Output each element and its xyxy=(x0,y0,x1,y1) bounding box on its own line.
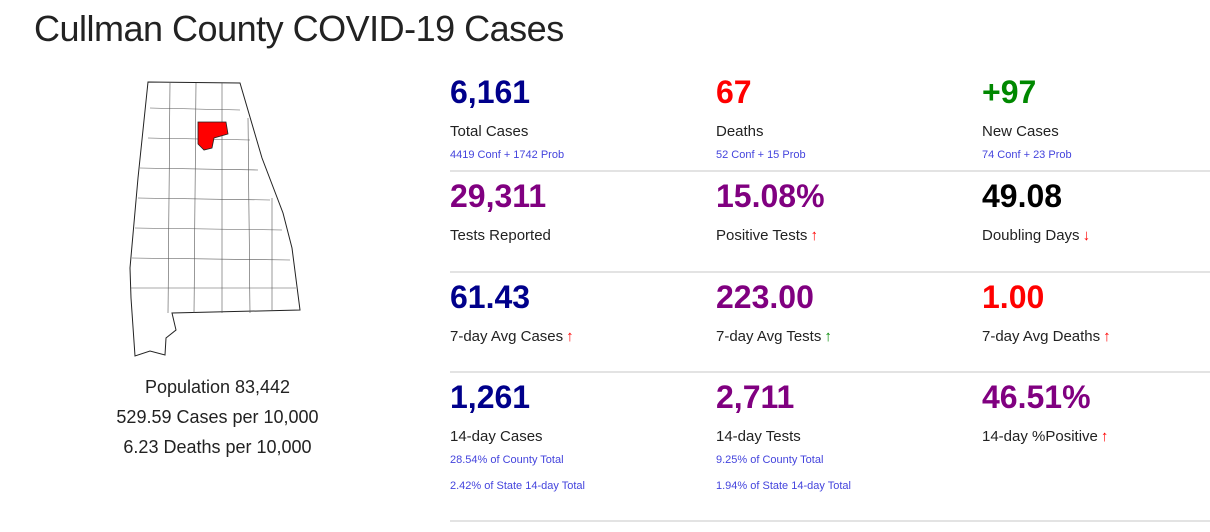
stat-value: 61.43 xyxy=(450,279,531,315)
stats-row: 1,261 14-day Cases 28.54% of County Total… xyxy=(450,373,1210,522)
stat-value: +97 xyxy=(982,74,1037,110)
stat-card: 6,161 Total Cases 4419 Conf + 1742 Prob xyxy=(450,68,716,170)
stat-label: 14-day Tests xyxy=(716,428,801,445)
stats-row: 6,161 Total Cases 4419 Conf + 1742 Prob 6… xyxy=(450,68,1210,172)
stat-label-row: 7-day Avg Tests ↑ xyxy=(716,327,982,347)
stat-value: 1.00 xyxy=(982,279,1045,315)
stat-value: 46.51% xyxy=(982,379,1091,415)
stat-card: 2,711 14-day Tests 9.25% of County Total 1… xyxy=(716,373,982,520)
stat-card: 1,261 14-day Cases 28.54% of County Total… xyxy=(450,373,716,520)
stat-label-row: 7-day Avg Deaths ↑ xyxy=(982,327,1210,347)
stat-card: 223.00 7-day Avg Tests ↑ xyxy=(716,273,982,371)
stat-card: 67 Deaths 52 Conf + 15 Prob xyxy=(716,68,982,170)
stat-label: Tests Reported xyxy=(450,227,551,244)
alabama-county-map xyxy=(129,81,301,357)
page-title: Cullman County COVID-19 Cases xyxy=(34,8,564,49)
cullman-county-highlight xyxy=(197,121,229,151)
arrow-down-icon: ↓ xyxy=(1082,227,1091,244)
stat-label: 14-day Cases xyxy=(450,428,543,445)
stat-label-row: 14-day Cases xyxy=(450,427,716,447)
stat-value: 2,711 xyxy=(716,379,795,415)
stat-label-row: New Cases xyxy=(982,122,1210,142)
stat-label-row: Tests Reported xyxy=(450,226,716,246)
stats-row: 61.43 7-day Avg Cases ↑ 223.00 7-day Avg … xyxy=(450,273,1210,373)
stat-value: 67 xyxy=(716,74,752,110)
arrow-up-icon: ↑ xyxy=(1103,328,1111,345)
stat-value: 6,161 xyxy=(450,74,531,110)
stat-card: 49.08 Doubling Days ↓ xyxy=(982,172,1210,271)
stat-label: 7-day Avg Cases xyxy=(450,328,564,345)
stat-label: Deaths xyxy=(716,123,764,140)
stat-label: Doubling Days xyxy=(982,227,1080,244)
stats-row: 29,311 Tests Reported 15.08% Positive Te… xyxy=(450,172,1210,273)
stat-card: 15.08% Positive Tests ↑ xyxy=(716,172,982,271)
stat-value: 223.00 xyxy=(716,279,814,315)
stat-value: 29,311 xyxy=(450,178,547,214)
stat-label: 7-day Avg Deaths xyxy=(982,328,1101,345)
arrow-up-icon: ↑ xyxy=(1100,428,1109,445)
arrow-up-icon: ↑ xyxy=(566,328,574,345)
stat-value: 1,261 xyxy=(450,379,531,415)
stat-card: 46.51% 14-day %Positive ↑ xyxy=(982,373,1210,520)
arrow-up-icon: ↑ xyxy=(824,328,832,345)
stat-label: Positive Tests xyxy=(716,227,808,244)
stat-value: 49.08 xyxy=(982,178,1063,214)
stat-detail-link[interactable]: 9.25% of County Total xyxy=(716,454,824,466)
stat-label-row: 14-day Tests xyxy=(716,427,982,447)
stat-label-row: 7-day Avg Cases ↑ xyxy=(450,327,716,347)
stat-detail-link[interactable]: 52 Conf + 15 Prob xyxy=(716,149,806,161)
stat-detail-link[interactable]: 74 Conf + 23 Prob xyxy=(982,149,1072,161)
cases-per-10000: 529.59 Cases per 10,000 xyxy=(116,407,319,427)
stat-card: 1.00 7-day Avg Deaths ↑ xyxy=(982,273,1210,371)
stat-label: Total Cases xyxy=(450,123,529,140)
stat-label-row: Deaths xyxy=(716,122,982,142)
stat-label-row: Positive Tests ↑ xyxy=(716,226,982,246)
arrow-up-icon: ↑ xyxy=(810,227,818,244)
stat-label: New Cases xyxy=(982,123,1059,140)
stat-value: 15.08% xyxy=(716,178,825,214)
stat-detail-link[interactable]: 2.42% of State 14-day Total xyxy=(450,480,585,492)
stat-label-row: Total Cases xyxy=(450,122,716,142)
stat-label: 14-day %Positive xyxy=(982,428,1098,445)
stat-card: 61.43 7-day Avg Cases ↑ xyxy=(450,273,716,371)
stats-grid: 6,161 Total Cases 4419 Conf + 1742 Prob 6… xyxy=(450,68,1210,522)
stat-detail-link[interactable]: 1.94% of State 14-day Total xyxy=(716,480,851,492)
stat-label: 7-day Avg Tests xyxy=(716,328,822,345)
stat-detail-link[interactable]: 4419 Conf + 1742 Prob xyxy=(450,149,565,161)
deaths-per-10000: 6.23 Deaths per 10,000 xyxy=(123,437,312,457)
stat-card: 29,311 Tests Reported xyxy=(450,172,716,271)
stat-card: +97 New Cases 74 Conf + 23 Prob xyxy=(982,68,1210,170)
stat-detail-link[interactable]: 28.54% of County Total xyxy=(450,454,564,466)
county-summary: Population 83,442 529.59 Cases per 10,00… xyxy=(60,80,375,462)
stat-label-row: 14-day %Positive ↑ xyxy=(982,427,1210,447)
stat-label-row: Doubling Days ↓ xyxy=(982,226,1210,246)
population: Population 83,442 xyxy=(144,377,291,397)
